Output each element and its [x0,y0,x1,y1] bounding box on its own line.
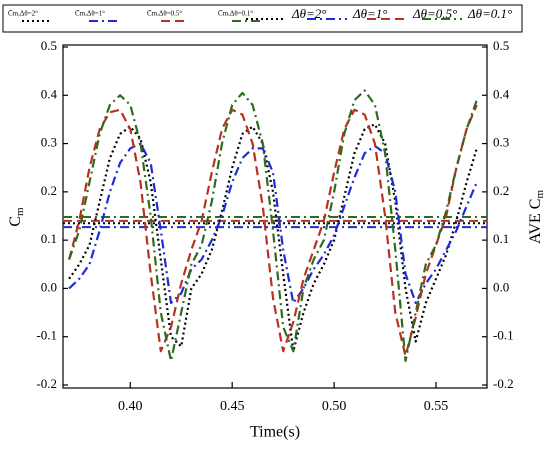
x-tick-label: 0.50 [322,399,347,414]
y-tick-label: 0.3 [41,135,57,150]
legend-label: Δθ=2° [291,6,327,21]
y-tick-label: 0.2 [41,183,57,198]
legend-label: C̄m,Δθ=0.5° [147,10,182,18]
series-line [68,104,478,358]
y2-tick-label: -0.1 [493,328,514,343]
y-axis-label: Cm [7,207,26,227]
y2-tick-label: 0.4 [493,86,510,101]
y2-tick-label: -0.2 [493,376,514,391]
y2-label-sub: m [534,190,546,199]
y2-axis-label: AVE Cm [527,190,546,245]
legend-label: Δθ=0.1° [467,6,512,21]
legend-label: C̄m,Δθ=0.1° [218,10,253,18]
y2-tick-label: 0.5 [493,38,509,53]
legend-label: Δθ=0.5° [412,6,457,21]
legend-label: C̄m,Δθ=2° [8,10,38,18]
y-tick-label: 0.1 [41,231,57,246]
y2-tick-label: 0.1 [493,231,509,246]
x-tick-label: 0.40 [118,399,143,414]
x-axis-label: Time(s) [250,424,300,441]
y-tick-label: -0.2 [36,376,57,391]
x-tick-label: 0.45 [220,399,245,414]
y2-tick-label: 0.2 [493,183,509,198]
legend-label: C̄m,Δθ=1° [75,10,105,18]
y-tick-label: -0.1 [36,328,57,343]
y-tick-label: 0.0 [41,279,57,294]
legend-label: Δθ=1° [352,6,388,21]
x-tick-label: 0.55 [424,399,449,414]
series-line [68,89,478,362]
y-label-main: C [7,216,24,227]
y2-tick-label: 0.0 [493,279,509,294]
y-tick-label: 0.4 [41,86,58,101]
y-tick-label: 0.5 [41,38,57,53]
y2-label-main: AVE C [527,199,544,245]
y2-tick-label: 0.3 [493,135,509,150]
y-label-sub: m [14,207,26,216]
